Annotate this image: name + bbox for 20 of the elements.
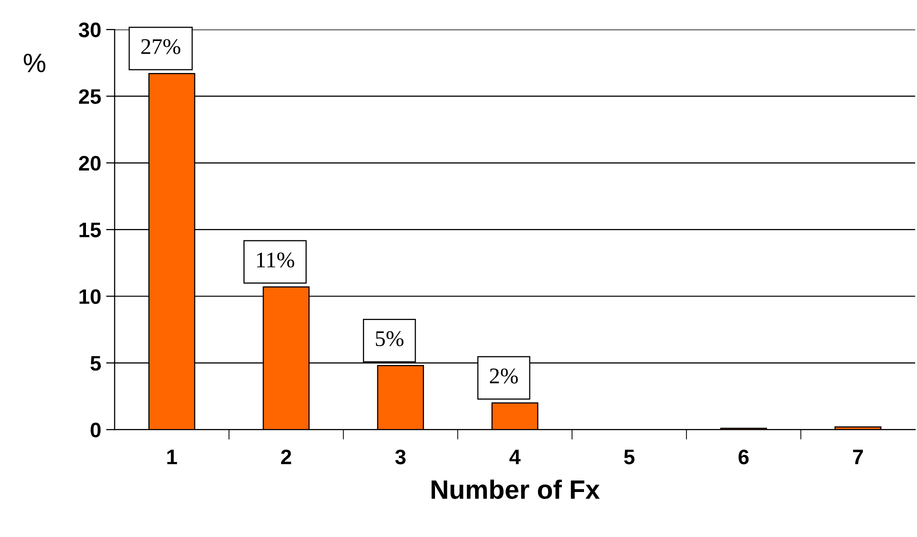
- x-tick-label: 3: [395, 450, 406, 464]
- x-tick-label: 1: [167, 450, 178, 464]
- x-tick-label: 2: [281, 450, 292, 464]
- y-axis-title: %: [24, 54, 46, 72]
- y-tick-label: 25: [78, 89, 101, 104]
- y-tick-label: 30: [78, 22, 101, 38]
- x-tick-label: 5: [624, 450, 634, 464]
- y-tick-label: 20: [78, 156, 101, 171]
- data-label: 2%: [490, 368, 518, 384]
- data-label: 5%: [376, 331, 404, 346]
- y-tick-label: 5: [90, 356, 101, 371]
- y-tick-label: 10: [80, 289, 101, 304]
- data-label: 11%: [257, 252, 294, 268]
- x-tick-label: 7: [853, 450, 863, 464]
- y-tick-label: 0: [90, 422, 101, 438]
- y-tick-label: 15: [80, 222, 101, 238]
- x-axis-title: Number of Fx: [432, 480, 600, 499]
- x-tick-label: 4: [509, 450, 521, 464]
- x-tick-label: 6: [738, 450, 749, 464]
- data-label: 27%: [141, 39, 180, 54]
